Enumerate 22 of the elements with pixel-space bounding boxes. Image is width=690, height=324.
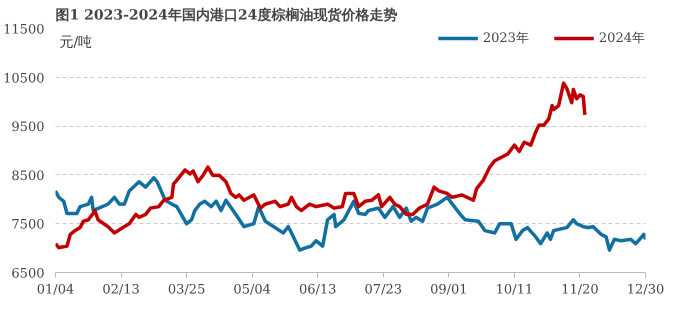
chart-title: 图1 2023-2024年国内港口24度棕榈油现货价格走势 bbox=[56, 6, 398, 24]
y-tick-label: 9500 bbox=[11, 120, 45, 136]
legend-label: 2023年 bbox=[482, 30, 529, 47]
y-axis-title: 元/吨 bbox=[60, 34, 92, 50]
x-tick-label: 10/11 bbox=[496, 282, 534, 298]
x-tick-label: 11/20 bbox=[561, 282, 599, 298]
x-tick-label: 02/13 bbox=[102, 282, 140, 298]
x-tick-label: 12/30 bbox=[626, 282, 664, 298]
y-tick-label: 7500 bbox=[11, 218, 45, 233]
y-tick-label: 10500 bbox=[3, 71, 45, 86]
line-series bbox=[56, 81, 587, 250]
y-tick-label: 11500 bbox=[3, 22, 45, 38]
legend-label: 2024年 bbox=[598, 30, 645, 47]
y-tick-label: 6500 bbox=[11, 266, 45, 282]
x-tick-label: 07/23 bbox=[364, 282, 402, 298]
line-series bbox=[56, 176, 646, 252]
x-tick-label: 09/01 bbox=[430, 282, 468, 298]
y-tick-label: 8500 bbox=[11, 168, 45, 184]
x-tick-label: 01/04 bbox=[36, 282, 74, 298]
x-tick-label: 06/13 bbox=[298, 282, 336, 298]
x-tick-label: 05/04 bbox=[233, 282, 271, 298]
x-tick-label: 03/25 bbox=[168, 282, 206, 298]
